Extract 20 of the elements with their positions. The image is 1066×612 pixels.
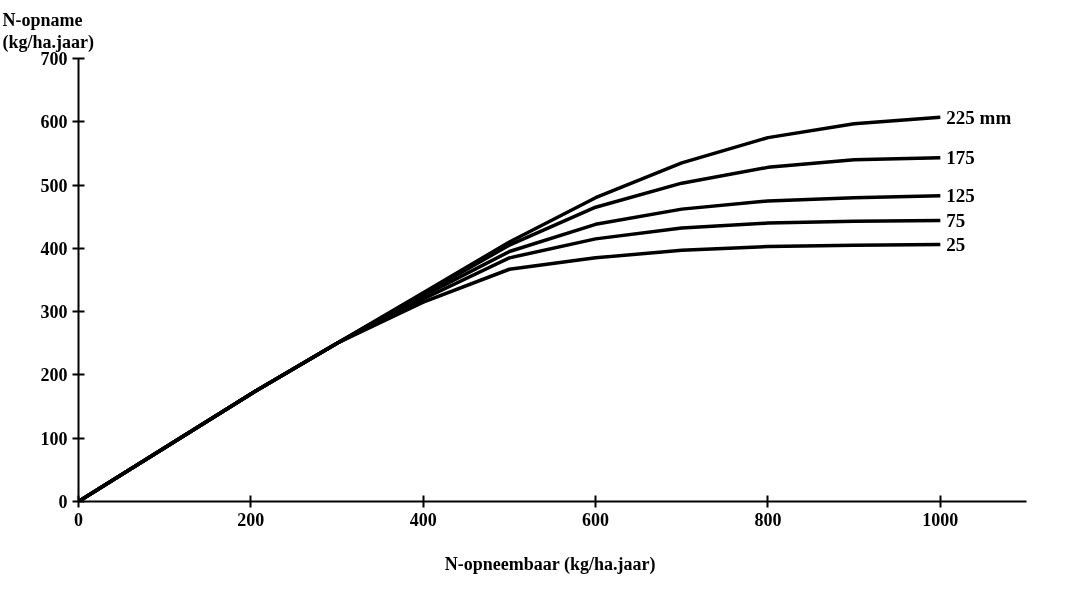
x-tick-label: 200 bbox=[237, 509, 265, 530]
y-tick-label: 200 bbox=[40, 365, 68, 386]
y-tick-label: 500 bbox=[40, 175, 68, 196]
x-tick-label: 400 bbox=[409, 509, 437, 530]
x-axis-title: N-opneembaar (kg/ha.jaar) bbox=[444, 553, 656, 575]
y-tick-label: 300 bbox=[40, 302, 68, 323]
x-tick-label: 800 bbox=[754, 509, 782, 530]
series-label: 75 bbox=[946, 210, 966, 232]
x-tick-label: 0 bbox=[74, 509, 83, 530]
y-tick-label: 400 bbox=[40, 238, 68, 259]
x-tick-label: 600 bbox=[582, 509, 610, 530]
series-label: 225 mm bbox=[946, 106, 1012, 128]
y-tick-label: 100 bbox=[40, 428, 68, 449]
series-label: 25 bbox=[946, 234, 966, 256]
y-tick-label: 600 bbox=[40, 112, 68, 133]
y-axis-title: N-opname (kg/ha.jaar) bbox=[2, 9, 94, 53]
series-label: 175 bbox=[946, 147, 975, 169]
y-tick-label: 0 bbox=[58, 492, 68, 512]
x-tick-label: 1000 bbox=[922, 509, 959, 530]
series-label: 125 bbox=[946, 185, 975, 207]
